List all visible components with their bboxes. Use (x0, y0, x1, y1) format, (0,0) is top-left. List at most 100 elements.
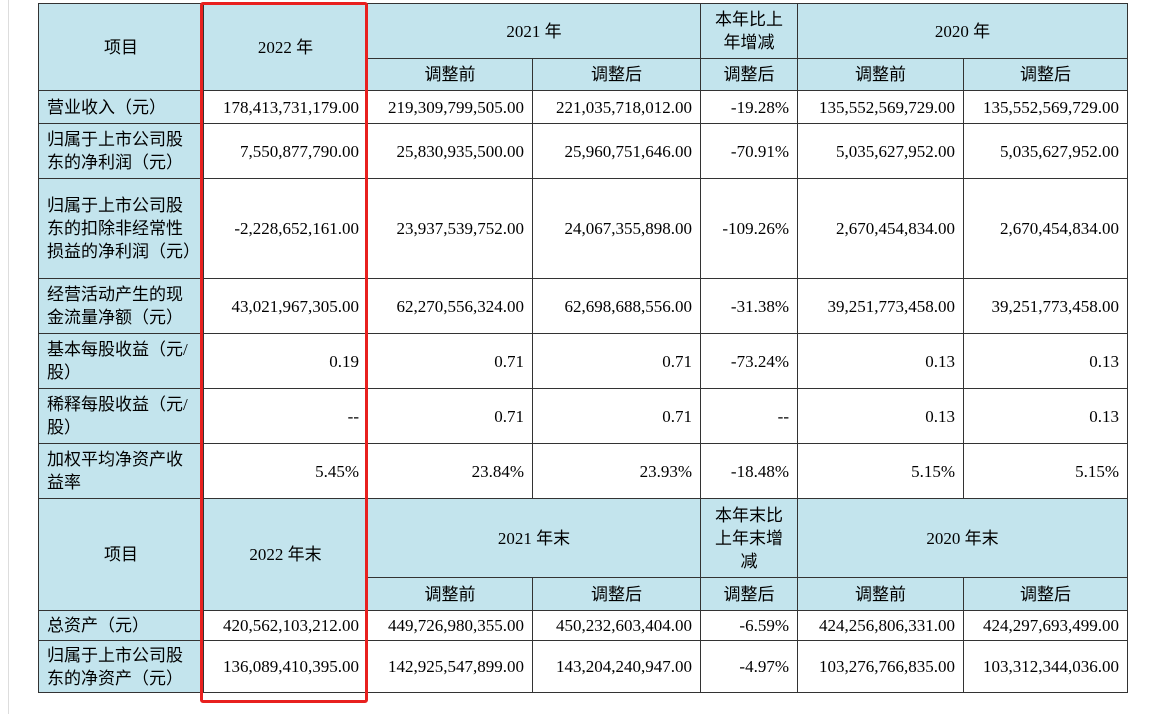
value-cell: 143,204,240,947.00 (532, 640, 701, 693)
value-cell: 0.71 (367, 388, 533, 444)
subheader-cell: 调整前 (797, 58, 964, 91)
table-row: 归属于上市公司股东的净利润（元） 7,550,877,790.00 25,830,9… (38, 123, 1128, 179)
header-cell: 本年末比上年末增减 (700, 498, 798, 578)
table-row: 调整前 调整后 调整后 调整前 调整后 (39, 58, 1128, 91)
header-cell: 项目 (38, 498, 204, 611)
header-cell: 项目 (38, 3, 204, 91)
page-edge (8, 0, 9, 714)
value-cell: 103,312,344,036.00 (963, 640, 1128, 693)
table-row: 归属于上市公司股东的扣除非经常性损益的净利润（元） -2,228,652,161.… (38, 178, 1128, 279)
table-row: 稀释每股收益（元/股） -- 0.71 0.71 -- 0.13 0.13 (38, 388, 1128, 444)
header-cell: 2021 年 (367, 3, 701, 59)
value-cell: 39,251,773,458.00 (963, 278, 1128, 334)
row-label: 归属于上市公司股东的扣除非经常性损益的净利润（元） (38, 178, 204, 279)
value-cell: 62,698,688,556.00 (532, 278, 701, 334)
value-cell: 135,552,569,729.00 (797, 90, 964, 124)
value-cell: 5.15% (963, 443, 1128, 499)
value-cell: 142,925,547,899.00 (367, 640, 533, 693)
value-cell: 23.93% (532, 443, 701, 499)
value-cell: 5,035,627,952.00 (797, 123, 964, 179)
header-cell: 2022 年 (203, 3, 368, 91)
value-cell: 5.15% (797, 443, 964, 499)
subheader-cell: 调整后 (963, 577, 1128, 611)
table-row: 项目 2022 年末 2021 年末 本年末比上年末增减 2020 年末 (38, 498, 1128, 611)
value-cell: 25,830,935,500.00 (367, 123, 533, 179)
row-label: 归属于上市公司股东的净资产（元） (38, 640, 204, 693)
value-cell: 178,413,731,179.00 (203, 90, 368, 124)
table-row: 经营活动产生的现金流量净额（元） 43,021,967,305.00 62,270,… (38, 278, 1128, 334)
row-label: 营业收入（元） (38, 90, 204, 124)
value-cell: 25,960,751,646.00 (532, 123, 701, 179)
value-cell: -- (203, 388, 368, 444)
value-cell: -- (700, 388, 798, 444)
value-cell: -4.97% (700, 640, 798, 693)
subheader-cell: 调整后 (700, 577, 798, 611)
financial-table: 项目 2022 年 2021 年本年比上年增减 2020 年调整前 调整后 调整后 调整前调… (38, 3, 1128, 693)
table-row: 加权平均净资产收益率 5.45% 23.84% 23.93% -18.48% 5.15% 5… (38, 443, 1128, 499)
value-cell: 62,270,556,324.00 (367, 278, 533, 334)
value-cell: 136,089,410,395.00 (203, 640, 368, 693)
value-cell: -6.59% (700, 610, 798, 641)
value-cell: 450,232,603,404.00 (532, 610, 701, 641)
value-cell: -109.26% (700, 178, 798, 279)
value-cell: -2,228,652,161.00 (203, 178, 368, 279)
subheader-cell: 调整前 (367, 58, 533, 91)
table-row: 项目 2022 年 2021 年本年比上年增减 2020 年 (38, 3, 1128, 91)
value-cell: 219,309,799,505.00 (367, 90, 533, 124)
value-cell: 135,552,569,729.00 (963, 90, 1128, 124)
row-label: 基本每股收益（元/股） (38, 333, 204, 389)
value-cell: 39,251,773,458.00 (797, 278, 964, 334)
header-cell: 2020 年 (797, 3, 1128, 59)
value-cell: 0.13 (797, 388, 964, 444)
row-label: 总资产（元） (38, 610, 204, 641)
value-cell: -31.38% (700, 278, 798, 334)
value-cell: 424,256,806,331.00 (797, 610, 964, 641)
value-cell: 0.71 (532, 333, 701, 389)
value-cell: 0.13 (963, 388, 1128, 444)
table-body: 项目 2022 年 2021 年本年比上年增减 2020 年调整前 调整后 调整后 调整前调… (38, 3, 1128, 693)
row-label: 加权平均净资产收益率 (38, 443, 204, 499)
table-row: 归属于上市公司股东的净资产（元） 136,089,410,395.00 142,92… (38, 640, 1128, 693)
value-cell: 2,670,454,834.00 (797, 178, 964, 279)
value-cell: -70.91% (700, 123, 798, 179)
header-cell: 2020 年末 (797, 498, 1128, 578)
subheader-cell: 调整后 (532, 577, 701, 611)
subheader-cell: 调整前 (367, 577, 533, 611)
value-cell: -18.48% (700, 443, 798, 499)
subheader-cell: 调整前 (797, 577, 964, 611)
subheader-cell: 调整后 (963, 58, 1128, 91)
row-label: 归属于上市公司股东的净利润（元） (38, 123, 204, 179)
value-cell: -73.24% (700, 333, 798, 389)
value-cell: 23.84% (367, 443, 533, 499)
value-cell: 43,021,967,305.00 (203, 278, 368, 334)
value-cell: -19.28% (700, 90, 798, 124)
header-cell: 本年比上年增减 (700, 3, 798, 59)
value-cell: 0.71 (367, 333, 533, 389)
value-cell: 5.45% (203, 443, 368, 499)
value-cell: 0.19 (203, 333, 368, 389)
value-cell: 5,035,627,952.00 (963, 123, 1128, 179)
value-cell: 0.71 (532, 388, 701, 444)
value-cell: 7,550,877,790.00 (203, 123, 368, 179)
value-cell: 2,670,454,834.00 (963, 178, 1128, 279)
value-cell: 24,067,355,898.00 (532, 178, 701, 279)
value-cell: 449,726,980,355.00 (367, 610, 533, 641)
table-row: 营业收入（元） 178,413,731,179.00 219,309,799,505… (38, 90, 1128, 124)
value-cell: 420,562,103,212.00 (203, 610, 368, 641)
subheader-cell: 调整后 (700, 58, 798, 91)
row-label: 稀释每股收益（元/股） (38, 388, 204, 444)
row-label: 经营活动产生的现金流量净额（元） (38, 278, 204, 334)
value-cell: 103,276,766,835.00 (797, 640, 964, 693)
table-row: 基本每股收益（元/股） 0.19 0.71 0.71 -73.24% 0.13 0.13 (38, 333, 1128, 389)
value-cell: 0.13 (797, 333, 964, 389)
header-cell: 2022 年末 (203, 498, 368, 611)
value-cell: 424,297,693,499.00 (963, 610, 1128, 641)
value-cell: 23,937,539,752.00 (367, 178, 533, 279)
header-cell: 2021 年末 (367, 498, 701, 578)
value-cell: 0.13 (963, 333, 1128, 389)
value-cell: 221,035,718,012.00 (532, 90, 701, 124)
table-row: 调整前 调整后 调整后 调整前 调整后 (39, 577, 1128, 611)
subheader-cell: 调整后 (532, 58, 701, 91)
table-row: 总资产（元） 420,562,103,212.00 449,726,980,355.… (38, 610, 1128, 641)
